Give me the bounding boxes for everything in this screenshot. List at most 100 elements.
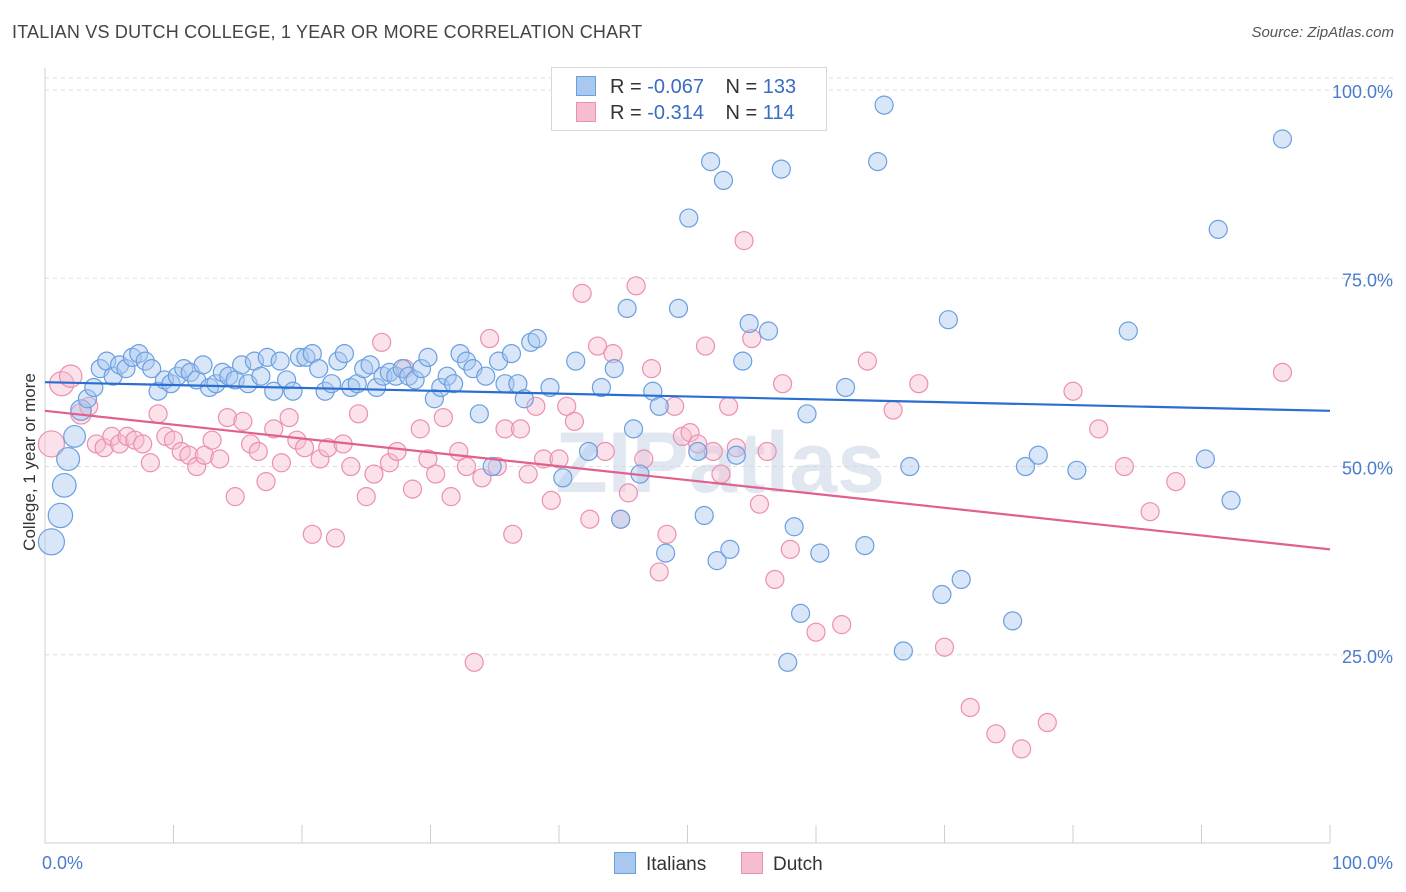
italian-point-104: [784, 517, 804, 537]
dutch-point-8: [109, 434, 130, 454]
dutch-point-106: [1063, 381, 1083, 401]
dutch-point-19: [194, 445, 214, 465]
dutch-point-20: [202, 430, 222, 450]
dutch-point-56: [480, 328, 500, 349]
italian-point-123: [1208, 219, 1228, 239]
italian-point-94: [701, 151, 721, 172]
dutch-point-82: [680, 423, 700, 443]
dutch-point-89: [734, 231, 754, 251]
italian-point-38: [283, 381, 303, 401]
dutch-point-76: [634, 449, 654, 469]
italian-point-68: [476, 366, 496, 386]
dutch-point-91: [749, 494, 770, 514]
dutch-points: [37, 231, 1293, 759]
italian-point-45: [328, 351, 348, 371]
italian-point-12: [116, 359, 136, 379]
dutch-point-17: [179, 445, 199, 465]
dutch-point-40: [356, 487, 376, 507]
italian-point-39: [289, 347, 310, 367]
italian-point-24: [193, 355, 213, 375]
y-tick-label-100: 100.0%: [1332, 82, 1393, 102]
italian-point-60: [424, 389, 444, 409]
italian-point-55: [392, 359, 412, 379]
italian-point-122: [1195, 449, 1215, 469]
dutch-point-41: [364, 464, 384, 484]
italian-point-33: [251, 366, 271, 386]
source-label: Source: ZipAtlas.com: [1251, 24, 1394, 41]
italian-point-88: [649, 396, 669, 416]
italian-point-91: [679, 208, 699, 228]
italian-point-69: [482, 456, 502, 477]
italian-point-114: [932, 584, 952, 605]
italian-point-96: [713, 170, 734, 191]
dutch-point-109: [1140, 502, 1160, 522]
italian-point-3: [56, 446, 81, 472]
italians-r-label: R =: [610, 76, 642, 98]
italian-point-98: [726, 445, 746, 465]
italians-n-value: 133: [762, 76, 797, 98]
italian-point-62: [437, 366, 457, 386]
italian-point-44: [321, 374, 342, 394]
italian-point-74: [514, 389, 534, 409]
italian-point-111: [874, 95, 894, 115]
dutch-point-70: [587, 336, 608, 356]
dutch-legend-swatch: [741, 852, 763, 874]
dutch-point-30: [279, 407, 299, 428]
dutch-swatch: [576, 102, 596, 122]
dutch-point-95: [780, 539, 800, 559]
dutch-point-28: [264, 419, 284, 439]
italian-point-59: [418, 347, 438, 367]
dutch-point-61: [518, 464, 538, 484]
italians-trend-line: [44, 381, 1331, 412]
italians-legend-swatch: [614, 852, 636, 874]
italian-point-80: [578, 441, 599, 462]
dutch-point-67: [564, 411, 585, 431]
dutch-point-107: [1089, 419, 1109, 439]
italian-point-81: [591, 377, 612, 398]
italian-point-113: [900, 456, 920, 477]
dutch-point-7: [102, 426, 122, 447]
italian-point-7: [84, 377, 104, 398]
dutch-point-29: [271, 453, 292, 473]
italian-point-2: [51, 472, 77, 498]
dutch-point-78: [649, 562, 669, 582]
dutch-point-34: [310, 449, 330, 469]
dutch-point-35: [318, 438, 338, 458]
italian-point-77: [540, 377, 560, 398]
italian-point-99: [733, 351, 753, 371]
italian-point-93: [694, 505, 714, 526]
dutch-point-42: [372, 332, 392, 352]
dutch-point-18: [187, 456, 207, 477]
y-tick-label-25: 25.0%: [1342, 647, 1393, 667]
tick-labels: 25.0% 50.0% 75.0% 100.0% 0.0% 100.0%: [42, 82, 1393, 873]
italian-point-16: [142, 359, 162, 379]
dutch-point-86: [711, 464, 731, 484]
italian-point-36: [270, 351, 290, 371]
italian-point-97: [720, 539, 740, 559]
dutch-point-92: [757, 441, 777, 462]
italian-point-51: [366, 377, 387, 398]
italian-point-112: [893, 641, 913, 661]
bottom-legend-italians[interactable]: Italians: [614, 852, 706, 876]
dutch-point-85: [703, 441, 723, 462]
italian-point-102: [771, 159, 791, 179]
italian-point-46: [334, 343, 355, 364]
italian-point-84: [617, 298, 637, 319]
dutch-point-32: [294, 438, 315, 458]
dutch-point-69: [580, 509, 600, 529]
dutch-point-38: [341, 456, 361, 477]
dutch-point-44: [387, 441, 407, 462]
dutch-point-110: [1166, 471, 1186, 492]
correlation-legend: R = -0.067 N = 133 R = -0.314 N = 114: [551, 67, 827, 131]
italian-point-14: [129, 343, 149, 364]
italian-point-121: [1118, 321, 1138, 341]
dutch-point-64: [541, 490, 561, 511]
dutch-trend-line: [44, 409, 1331, 551]
italian-point-116: [951, 569, 971, 590]
dutch-point-65: [549, 449, 569, 469]
italian-point-100: [739, 313, 759, 334]
dutch-point-102: [960, 697, 980, 718]
italians-r-value: -0.067: [647, 76, 704, 98]
bottom-legend-dutch[interactable]: Dutch: [741, 852, 823, 876]
italian-point-63: [444, 374, 464, 394]
